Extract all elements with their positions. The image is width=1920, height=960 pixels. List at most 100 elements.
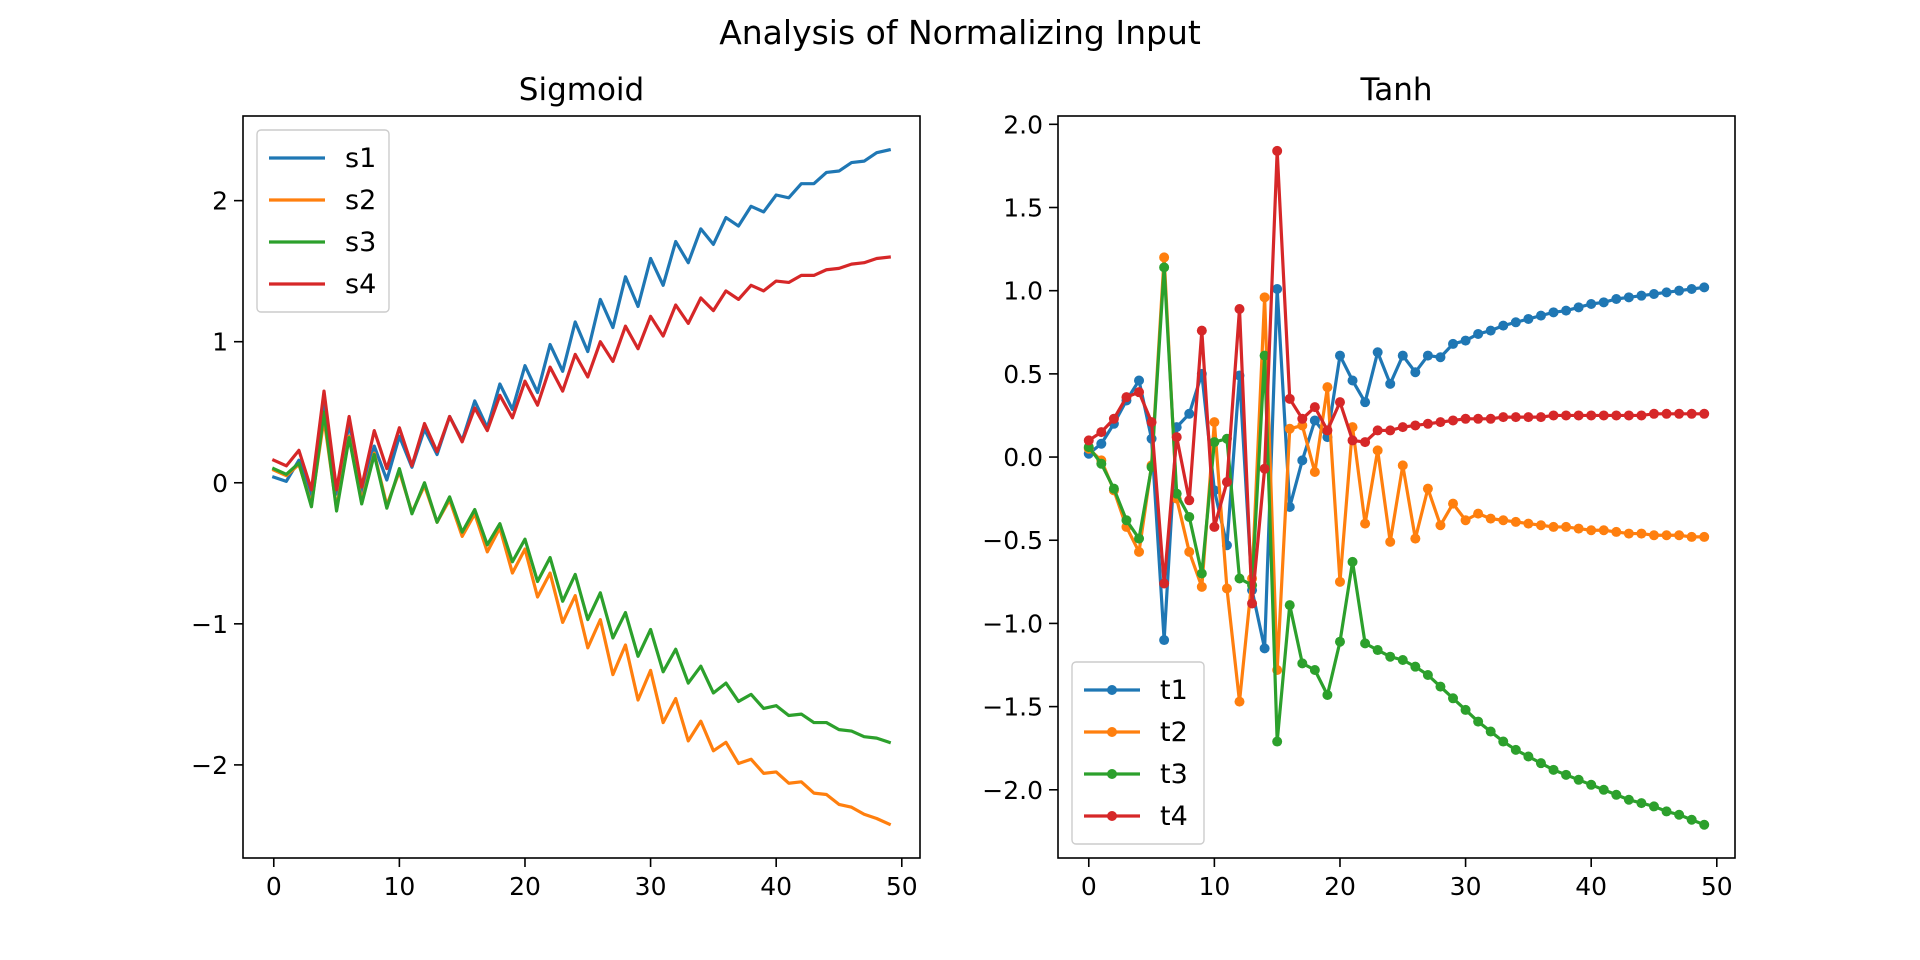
- data-point-t3: [1648, 801, 1659, 812]
- data-point-t1: [1686, 284, 1697, 295]
- data-point-t3: [1385, 651, 1396, 662]
- data-point-t3: [1573, 774, 1584, 785]
- data-point-t1: [1548, 307, 1559, 318]
- y-tick-label: 2: [212, 187, 228, 216]
- data-point-t3: [1448, 693, 1459, 704]
- legend-label-t4: t4: [1160, 801, 1188, 832]
- x-tick-label: 0: [1081, 872, 1097, 901]
- y-tick-label: 0.5: [1003, 360, 1043, 389]
- data-point-t2: [1159, 252, 1170, 263]
- data-point-t2: [1699, 531, 1710, 542]
- data-point-t1: [1611, 294, 1622, 305]
- data-point-t4: [1259, 463, 1270, 474]
- data-point-t3: [1272, 736, 1283, 747]
- legend-label-s4: s4: [345, 269, 376, 300]
- data-point-t3: [1184, 511, 1195, 522]
- data-point-t4: [1448, 415, 1459, 426]
- data-point-t2: [1611, 526, 1622, 537]
- data-point-t2: [1134, 546, 1145, 557]
- tanh-series-group: [1083, 145, 1710, 830]
- data-point-t3: [1586, 779, 1597, 790]
- data-point-t1: [1586, 298, 1597, 309]
- data-point-t4: [1636, 410, 1647, 421]
- data-point-t2: [1334, 576, 1345, 587]
- data-point-t4: [1334, 397, 1345, 408]
- data-point-t3: [1535, 758, 1546, 769]
- data-point-t3: [1334, 636, 1345, 647]
- legend-box: [1071, 661, 1205, 845]
- data-point-t4: [1234, 303, 1245, 314]
- data-point-t2: [1561, 521, 1572, 532]
- data-point-t3: [1636, 798, 1647, 809]
- data-point-t4: [1686, 408, 1697, 419]
- data-point-t1: [1448, 338, 1459, 349]
- data-point-t2: [1648, 530, 1659, 541]
- data-point-t3: [1284, 600, 1295, 611]
- data-point-t3: [1121, 515, 1132, 526]
- data-point-t2: [1221, 583, 1232, 594]
- tanh-axes-frame: [1057, 115, 1736, 859]
- data-point-t1: [1096, 438, 1107, 449]
- data-point-t4: [1397, 422, 1408, 433]
- data-point-t4: [1548, 410, 1559, 421]
- data-point-t3: [1410, 661, 1421, 672]
- data-point-t2: [1548, 521, 1559, 532]
- x-tick-label: 40: [760, 872, 792, 901]
- y-tick-label: −1: [191, 610, 228, 639]
- data-point-t3: [1523, 751, 1534, 762]
- data-point-t2: [1661, 530, 1672, 541]
- data-point-t2: [1196, 581, 1207, 592]
- data-point-t1: [1309, 415, 1320, 426]
- data-point-t4: [1083, 435, 1094, 446]
- data-point-t4: [1159, 578, 1170, 589]
- data-point-t4: [1347, 435, 1358, 446]
- data-point-t3: [1498, 736, 1509, 747]
- data-point-t2: [1636, 528, 1647, 539]
- data-point-t3: [1460, 704, 1471, 715]
- data-point-t3: [1674, 809, 1685, 820]
- data-point-t3: [1510, 744, 1521, 755]
- data-point-t3: [1159, 262, 1170, 273]
- data-point-t1: [1360, 397, 1371, 408]
- x-tick-label: 20: [1324, 872, 1356, 901]
- data-point-t4: [1510, 412, 1521, 423]
- series-line-s4: [271, 255, 891, 492]
- data-point-t2: [1510, 516, 1521, 527]
- legend-label-t2: t2: [1160, 717, 1188, 748]
- legend-marker-t2: [1107, 727, 1117, 737]
- data-point-t4: [1322, 425, 1333, 436]
- data-point-t4: [1096, 427, 1107, 438]
- data-point-t2: [1184, 546, 1195, 557]
- data-point-t2: [1309, 467, 1320, 478]
- data-point-t4: [1623, 410, 1634, 421]
- data-point-t2: [1485, 513, 1496, 524]
- x-tick-label: 20: [509, 872, 541, 901]
- y-tick-label: 0: [212, 469, 228, 498]
- data-point-t2: [1573, 523, 1584, 534]
- series-line-s1: [271, 147, 892, 499]
- data-point-t4: [1498, 412, 1509, 423]
- data-point-t4: [1209, 521, 1220, 532]
- data-point-t2: [1322, 382, 1333, 393]
- data-point-t1: [1636, 290, 1647, 301]
- legend-marker-t1: [1107, 685, 1117, 695]
- data-point-t3: [1548, 764, 1559, 775]
- data-point-t4: [1247, 598, 1258, 609]
- data-point-t3: [1397, 655, 1408, 666]
- data-point-t1: [1573, 302, 1584, 313]
- data-point-t4: [1573, 410, 1584, 421]
- data-point-t1: [1561, 305, 1572, 316]
- legend-label-t3: t3: [1160, 759, 1188, 790]
- data-point-t3: [1485, 726, 1496, 737]
- data-point-t3: [1686, 814, 1697, 825]
- data-point-t1: [1523, 313, 1534, 324]
- data-point-t2: [1598, 525, 1609, 536]
- data-point-t4: [1272, 145, 1283, 156]
- data-point-t4: [1598, 410, 1609, 421]
- y-tick-label: −0.5: [982, 526, 1043, 555]
- data-point-t3: [1322, 689, 1333, 700]
- legend-marker-t4: [1107, 811, 1117, 821]
- data-point-t1: [1272, 284, 1283, 295]
- data-point-t1: [1598, 297, 1609, 308]
